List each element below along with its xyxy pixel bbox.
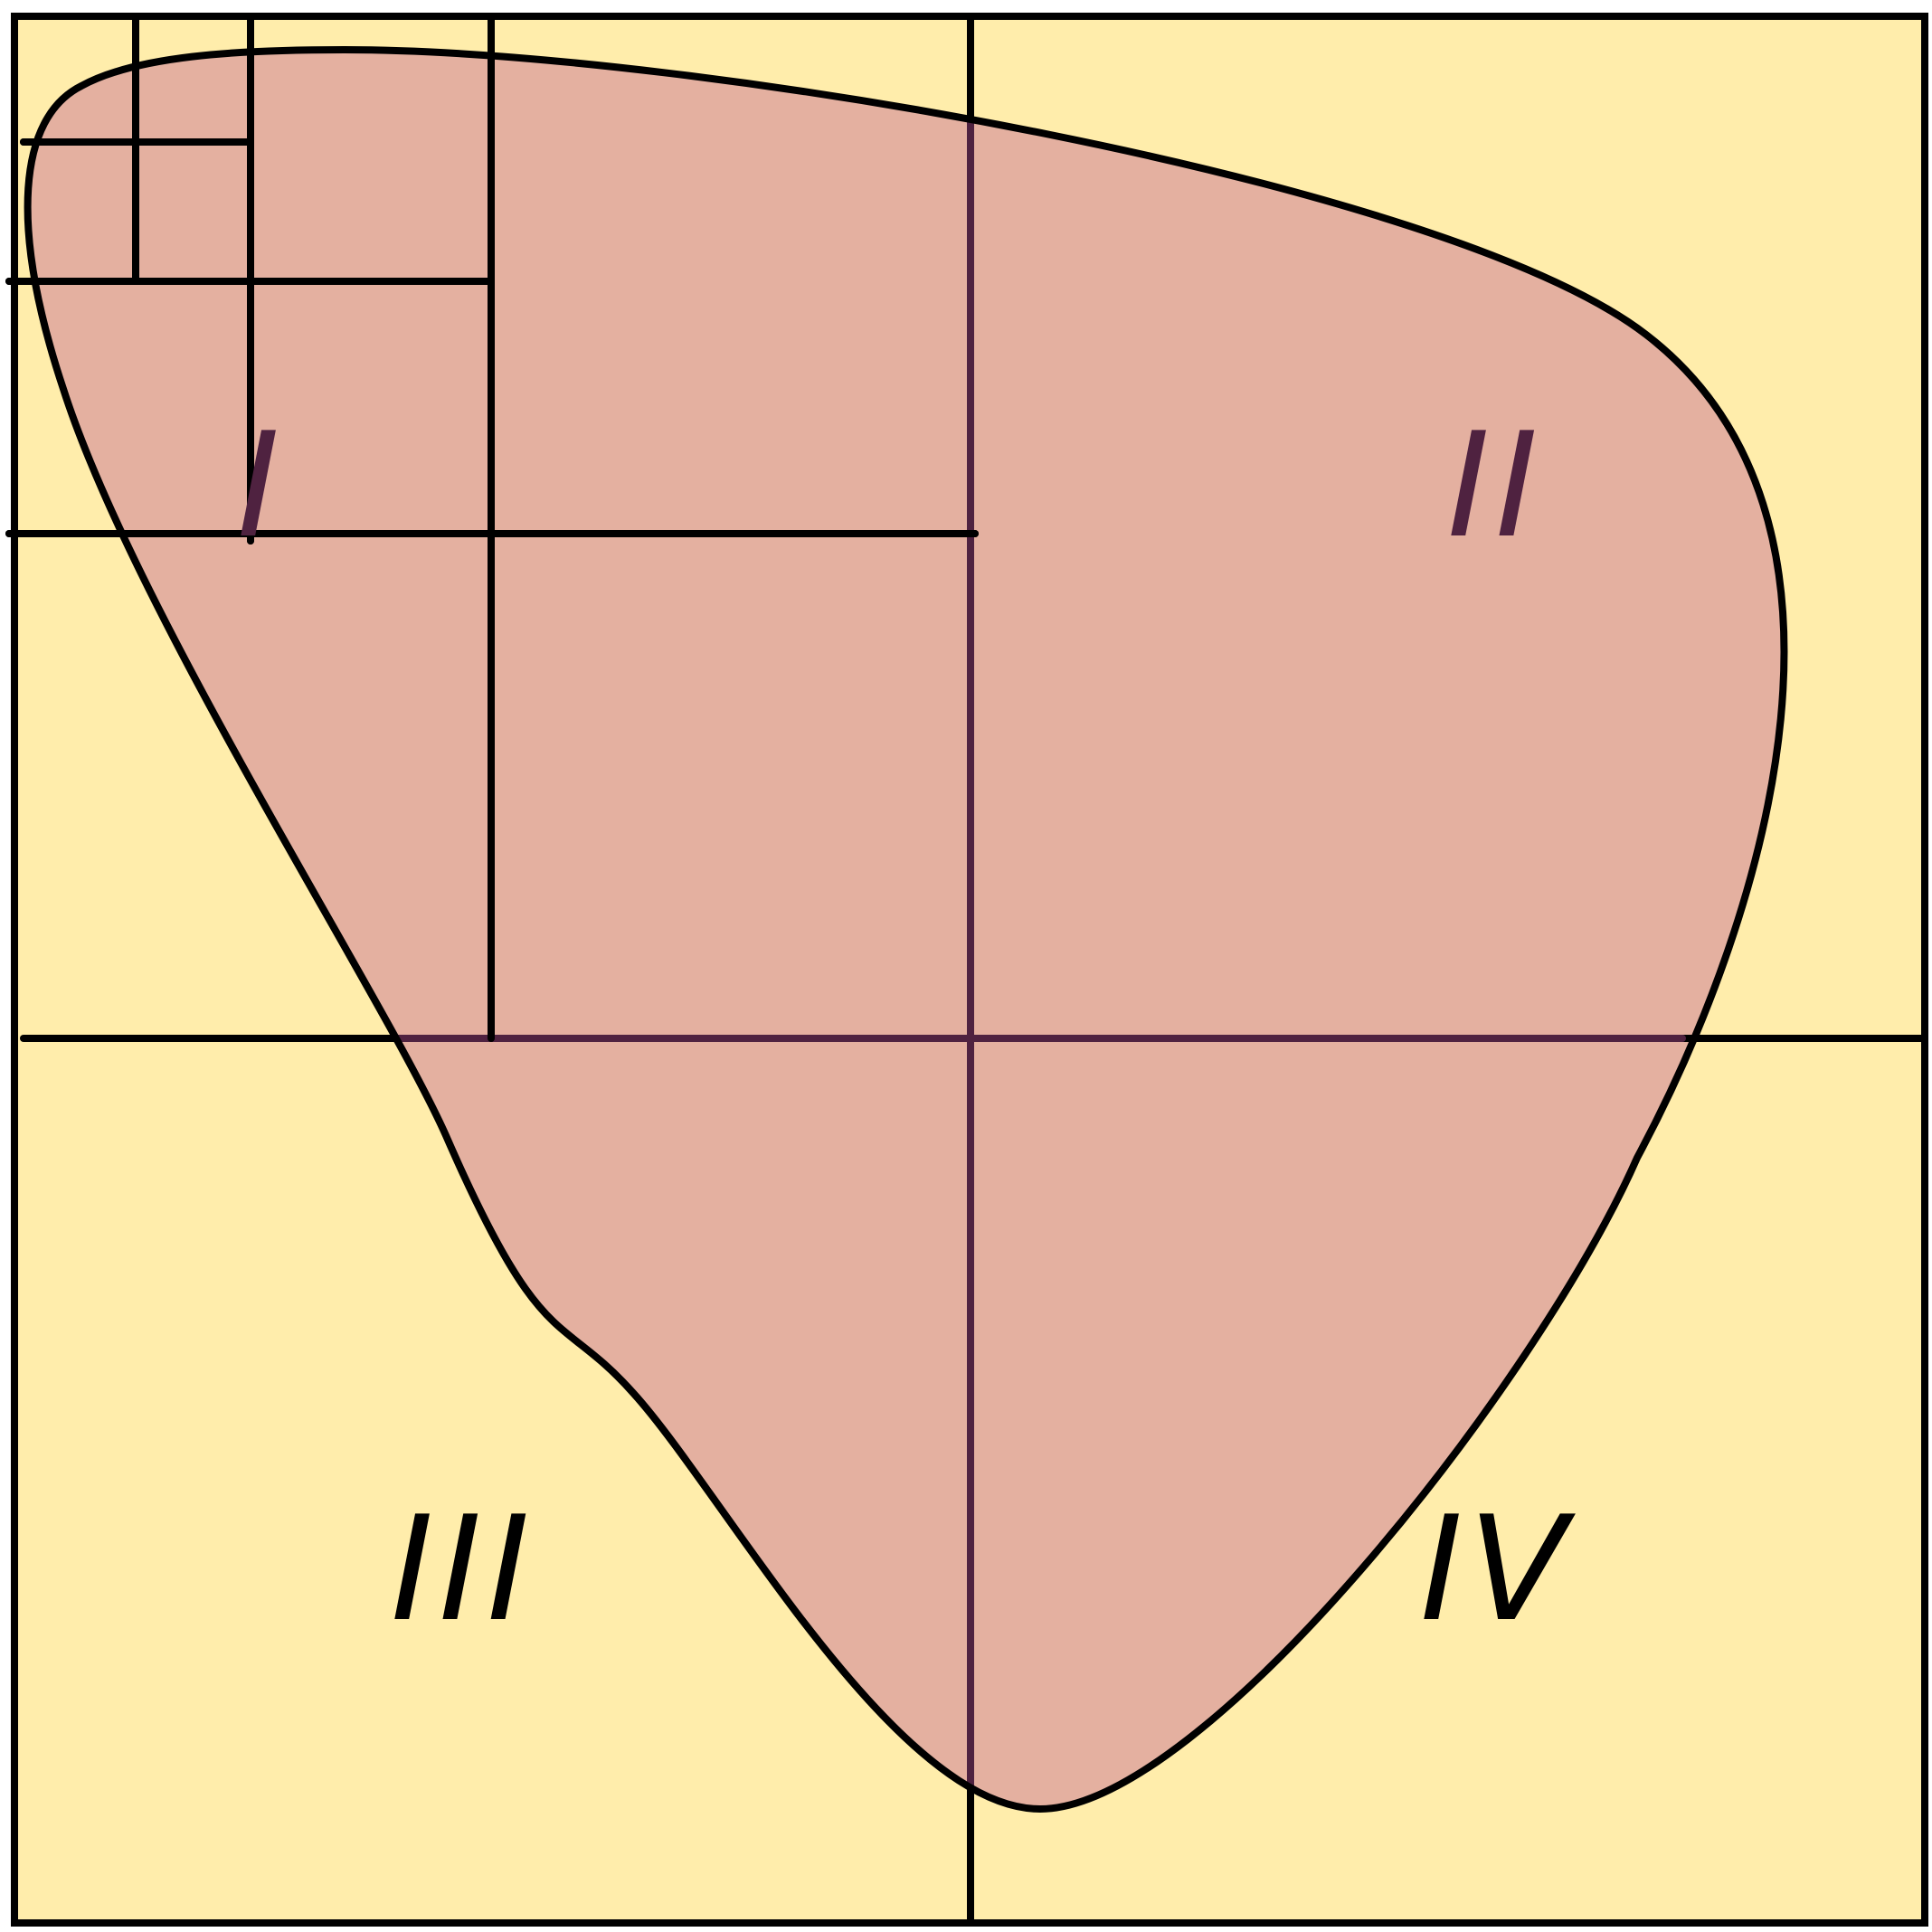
subdivision-lines-top (5, 13, 979, 1042)
outer-square-border (11, 13, 1928, 1927)
region-label-3: III (391, 1484, 535, 1653)
inside-line-tint (385, 114, 1686, 1795)
blob-outline (24, 45, 1788, 1814)
region-label-4: IV (1420, 1484, 1576, 1653)
region-label-2: II (1447, 401, 1543, 570)
region-label-1: I (237, 401, 285, 570)
blob-shape (27, 50, 1785, 1809)
